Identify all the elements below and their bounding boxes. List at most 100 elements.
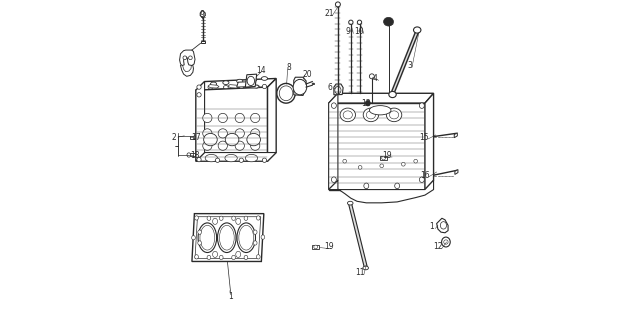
Polygon shape — [380, 156, 387, 160]
Ellipse shape — [257, 255, 260, 259]
Ellipse shape — [195, 216, 198, 220]
Ellipse shape — [207, 216, 211, 220]
Polygon shape — [436, 218, 448, 233]
Ellipse shape — [200, 225, 215, 250]
Ellipse shape — [197, 157, 201, 162]
Ellipse shape — [442, 237, 450, 247]
Ellipse shape — [198, 223, 216, 253]
Polygon shape — [200, 11, 205, 18]
Ellipse shape — [212, 251, 218, 258]
Polygon shape — [329, 103, 425, 189]
Ellipse shape — [207, 255, 211, 259]
Text: 19: 19 — [324, 242, 333, 251]
Ellipse shape — [232, 255, 236, 259]
Ellipse shape — [366, 111, 376, 119]
Ellipse shape — [218, 129, 227, 138]
Text: 18: 18 — [190, 151, 200, 160]
Ellipse shape — [358, 166, 362, 169]
Text: 4: 4 — [373, 74, 378, 83]
Polygon shape — [228, 85, 239, 88]
Ellipse shape — [247, 133, 260, 146]
Polygon shape — [329, 180, 433, 203]
Ellipse shape — [364, 108, 379, 122]
Polygon shape — [237, 82, 253, 87]
Ellipse shape — [363, 266, 369, 270]
Ellipse shape — [205, 154, 218, 162]
Ellipse shape — [239, 225, 253, 250]
Ellipse shape — [251, 141, 260, 150]
Ellipse shape — [220, 255, 223, 259]
Text: 21: 21 — [324, 9, 334, 18]
Text: 1: 1 — [228, 292, 233, 301]
Ellipse shape — [239, 158, 243, 162]
Ellipse shape — [380, 164, 383, 168]
Polygon shape — [200, 41, 205, 43]
Ellipse shape — [239, 85, 244, 88]
Polygon shape — [196, 153, 276, 161]
Ellipse shape — [369, 106, 391, 115]
Ellipse shape — [279, 86, 293, 101]
Ellipse shape — [235, 141, 244, 150]
Ellipse shape — [195, 255, 198, 259]
Ellipse shape — [335, 86, 341, 94]
Text: 11: 11 — [355, 268, 365, 277]
Text: 1: 1 — [429, 222, 434, 231]
Polygon shape — [329, 93, 338, 189]
Ellipse shape — [343, 111, 353, 119]
Ellipse shape — [276, 83, 295, 103]
Ellipse shape — [383, 17, 394, 26]
Text: 8: 8 — [286, 63, 291, 72]
Ellipse shape — [257, 216, 260, 220]
Ellipse shape — [225, 154, 237, 162]
Ellipse shape — [387, 108, 402, 122]
Ellipse shape — [235, 129, 244, 138]
Ellipse shape — [212, 218, 218, 224]
Polygon shape — [196, 78, 276, 90]
Polygon shape — [180, 50, 195, 65]
Ellipse shape — [218, 113, 227, 122]
Text: 14: 14 — [257, 66, 266, 75]
Ellipse shape — [343, 159, 346, 163]
Polygon shape — [190, 136, 195, 139]
Ellipse shape — [332, 103, 337, 108]
Ellipse shape — [245, 154, 258, 162]
Ellipse shape — [198, 230, 202, 234]
Text: 5: 5 — [385, 18, 390, 27]
Ellipse shape — [401, 162, 405, 166]
Text: 9: 9 — [200, 10, 205, 19]
Text: 2: 2 — [172, 133, 177, 142]
Ellipse shape — [244, 255, 248, 259]
Ellipse shape — [262, 158, 267, 162]
Ellipse shape — [193, 136, 196, 139]
Ellipse shape — [348, 201, 353, 205]
Ellipse shape — [223, 81, 229, 85]
Ellipse shape — [413, 27, 421, 33]
Ellipse shape — [204, 133, 217, 146]
Ellipse shape — [203, 141, 212, 150]
Ellipse shape — [381, 156, 385, 160]
Polygon shape — [196, 87, 268, 161]
Polygon shape — [312, 83, 314, 84]
Ellipse shape — [262, 84, 267, 89]
Polygon shape — [208, 85, 219, 88]
Ellipse shape — [349, 20, 353, 24]
Ellipse shape — [369, 74, 374, 79]
Polygon shape — [312, 245, 319, 249]
Text: 19: 19 — [383, 151, 392, 160]
Ellipse shape — [335, 2, 340, 7]
Ellipse shape — [220, 225, 234, 250]
Ellipse shape — [332, 177, 337, 183]
Text: 9: 9 — [346, 27, 350, 36]
Ellipse shape — [389, 91, 396, 98]
Ellipse shape — [261, 235, 265, 239]
Ellipse shape — [293, 79, 307, 95]
Text: 10: 10 — [354, 27, 364, 36]
Ellipse shape — [247, 76, 255, 86]
Ellipse shape — [197, 85, 201, 89]
Ellipse shape — [225, 133, 239, 146]
Ellipse shape — [220, 216, 223, 220]
Ellipse shape — [251, 113, 260, 122]
Ellipse shape — [236, 218, 241, 224]
Ellipse shape — [364, 183, 369, 189]
Text: 15: 15 — [419, 133, 429, 142]
